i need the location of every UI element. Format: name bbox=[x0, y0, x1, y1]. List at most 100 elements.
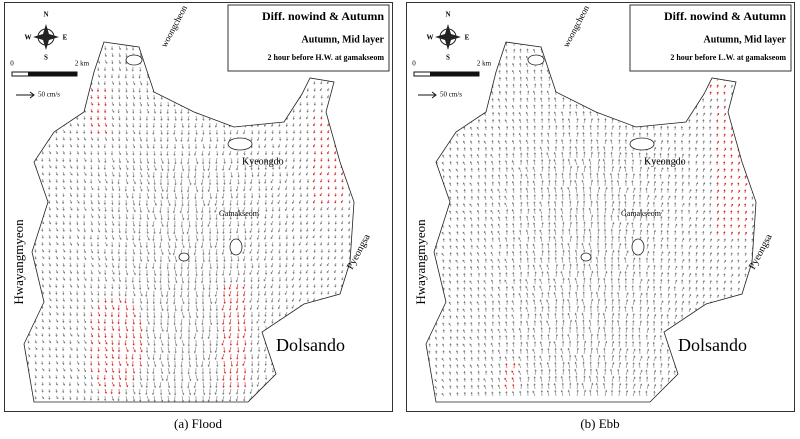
flow-arrow bbox=[567, 242, 571, 250]
flow-arrow bbox=[435, 357, 438, 362]
flow-arrow bbox=[139, 150, 142, 156]
flow-arrow bbox=[153, 248, 156, 256]
flow-arrow bbox=[539, 201, 543, 208]
flow-arrow bbox=[69, 150, 72, 155]
flow-arrow bbox=[208, 235, 212, 242]
flow-arrow bbox=[201, 220, 204, 228]
flow-arrow bbox=[223, 206, 226, 214]
flow-arrow bbox=[674, 181, 677, 187]
flow-arrow bbox=[463, 294, 466, 299]
flow-arrow bbox=[463, 315, 466, 320]
flow-arrow bbox=[716, 91, 719, 96]
flow-arrow bbox=[278, 276, 282, 282]
flow-arrow bbox=[723, 203, 726, 208]
flow-arrow bbox=[582, 132, 585, 138]
flow-arrow bbox=[97, 269, 101, 275]
flow-arrow bbox=[75, 130, 79, 134]
flow-arrow bbox=[214, 122, 218, 128]
flow-arrow bbox=[327, 171, 330, 176]
flow-arrow bbox=[298, 199, 302, 204]
flow-arrow bbox=[76, 332, 80, 337]
flow-arrow bbox=[264, 360, 267, 366]
flow-arrow bbox=[498, 174, 501, 180]
flow-arrow bbox=[236, 353, 239, 360]
flow-arrow bbox=[484, 300, 487, 306]
flow-arrow bbox=[55, 262, 59, 267]
flow-arrow bbox=[449, 315, 452, 320]
flow-arrow bbox=[653, 376, 656, 383]
flow-arrow bbox=[236, 157, 239, 164]
flow-arrow bbox=[723, 119, 726, 124]
flow-arrow bbox=[681, 237, 685, 243]
flow-arrow bbox=[618, 200, 621, 208]
flow-arrow bbox=[174, 339, 178, 347]
flow-arrow bbox=[695, 237, 698, 243]
flow-arrow bbox=[146, 318, 150, 325]
flow-arrow bbox=[581, 298, 585, 306]
flow-arrow bbox=[187, 157, 190, 165]
flow-arrow bbox=[41, 276, 44, 281]
flow-arrow bbox=[188, 178, 192, 186]
flow-arrow bbox=[214, 297, 218, 304]
flow-arrow bbox=[256, 297, 260, 303]
flow-arrow bbox=[513, 278, 516, 285]
flow-arrow bbox=[499, 244, 502, 250]
flow-arrow bbox=[146, 87, 149, 93]
flow-arrow bbox=[41, 150, 44, 155]
flow-arrow bbox=[327, 157, 330, 162]
flow-arrow bbox=[553, 291, 557, 299]
flow-arrow bbox=[562, 96, 565, 103]
flow-arrow bbox=[278, 213, 281, 219]
flow-arrow bbox=[341, 276, 344, 281]
flow-arrow bbox=[348, 192, 351, 197]
flow-arrow bbox=[34, 374, 37, 379]
flow-arrow bbox=[243, 353, 247, 360]
flow-arrow bbox=[132, 164, 135, 171]
flow-arrow bbox=[653, 229, 656, 236]
flow-arrow bbox=[596, 214, 600, 222]
flow-arrow bbox=[48, 192, 51, 197]
flow-arrow bbox=[533, 104, 536, 110]
flow-arrow bbox=[285, 305, 289, 310]
speed-arrow bbox=[16, 91, 35, 99]
flow-arrow bbox=[146, 227, 149, 235]
flow-arrow bbox=[518, 370, 522, 376]
flow-arrow bbox=[652, 278, 655, 285]
flow-arrow bbox=[470, 321, 473, 327]
flow-arrow bbox=[449, 343, 452, 348]
flow-arrow bbox=[103, 80, 106, 86]
flow-arrow bbox=[299, 227, 302, 233]
flow-arrow bbox=[681, 300, 685, 306]
flow-arrow bbox=[491, 279, 494, 285]
flow-arrow bbox=[709, 223, 712, 229]
flow-arrow bbox=[638, 348, 641, 355]
flow-arrow bbox=[209, 346, 212, 354]
flow-arrow bbox=[645, 187, 648, 194]
flow-arrow bbox=[180, 178, 183, 186]
flow-arrow bbox=[83, 339, 87, 344]
flow-arrow bbox=[125, 171, 129, 178]
flow-arrow bbox=[653, 348, 656, 355]
flow-arrow bbox=[202, 353, 205, 361]
flow-arrow bbox=[201, 290, 205, 298]
flow-arrow bbox=[695, 265, 698, 271]
flow-arrow bbox=[533, 278, 537, 285]
flow-arrow bbox=[680, 209, 684, 215]
flow-arrow bbox=[541, 249, 544, 257]
flow-arrow bbox=[624, 270, 627, 278]
flow-arrow bbox=[110, 298, 114, 304]
flow-arrow bbox=[62, 192, 65, 198]
flow-arrow bbox=[554, 242, 557, 250]
flow-arrow bbox=[716, 231, 719, 236]
flow-arrow bbox=[469, 182, 473, 187]
flow-arrow bbox=[251, 262, 254, 269]
flow-arrow bbox=[306, 122, 309, 127]
flow-arrow bbox=[442, 315, 445, 320]
flow-arrow bbox=[709, 105, 712, 110]
flow-arrow bbox=[298, 297, 302, 302]
flow-arrow bbox=[334, 262, 337, 267]
flow-arrow bbox=[469, 210, 473, 215]
flow-arrow bbox=[532, 243, 536, 250]
flow-arrow bbox=[476, 301, 480, 306]
flow-arrow bbox=[744, 183, 748, 187]
